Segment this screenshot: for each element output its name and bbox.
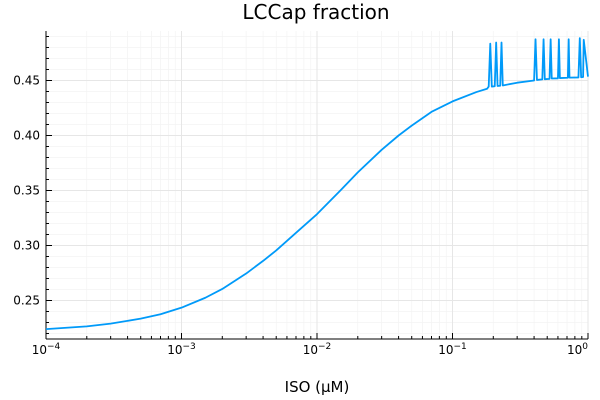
series-group — [45, 37, 589, 330]
y-tick-label: 0.35 — [13, 184, 40, 198]
x-tick-label: 10−1 — [438, 342, 467, 357]
y-tick-label: 0.25 — [13, 294, 40, 308]
y-tick-label: 0.45 — [13, 74, 40, 88]
x-tick-label: 100 — [567, 342, 588, 357]
tick-marks — [45, 36, 589, 339]
y-tick-label: 0.30 — [13, 239, 40, 253]
x-axis-label: ISO (μM) — [285, 378, 350, 396]
x-tick-label: 10−4 — [32, 342, 61, 357]
x-tick-labels: 10−4 10−3 10−2 10−1 100 — [32, 342, 589, 357]
x-tick-label: 10−3 — [167, 342, 196, 357]
chart-title: LCCap fraction — [242, 0, 389, 24]
x-tick-label: 10−2 — [303, 342, 332, 357]
y-tick-labels: 0.25 0.30 0.35 0.40 0.45 — [13, 74, 40, 308]
y-tick-label: 0.40 — [13, 129, 40, 143]
series-line — [45, 37, 589, 330]
